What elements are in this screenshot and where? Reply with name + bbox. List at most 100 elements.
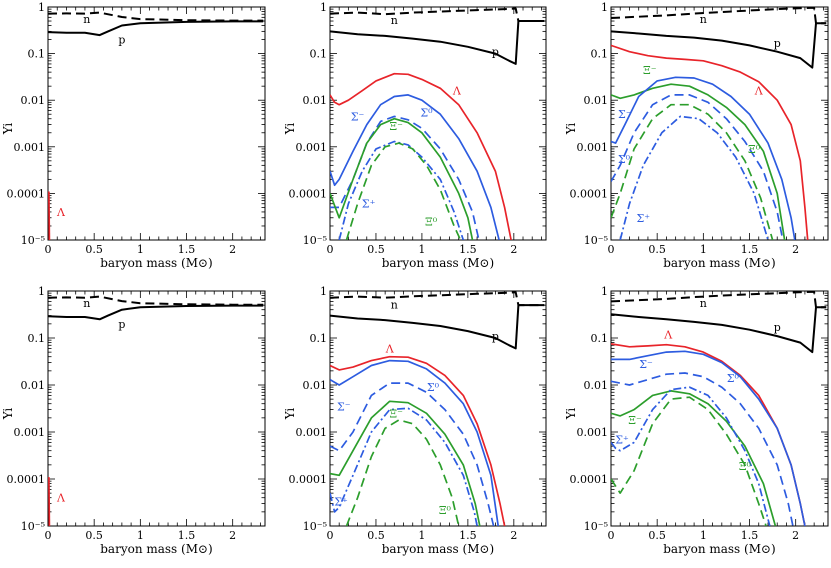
series-xi--line xyxy=(611,83,786,240)
x-tick-label: 0.5 xyxy=(648,529,666,542)
series-lambda-line xyxy=(330,72,512,240)
y-axis-label: Yi xyxy=(283,123,297,136)
series-lambda-line xyxy=(611,343,806,526)
x-tick-label: 0.5 xyxy=(367,529,385,542)
y-tick-label: 0.001 xyxy=(577,141,609,154)
series-xi0-label: Ξ⁰ xyxy=(739,460,752,473)
series-xi0-line xyxy=(611,396,767,526)
y-tick-label: 10⁻⁵ xyxy=(303,234,327,247)
y-tick-label: 0.1 xyxy=(591,48,609,61)
plot-frame xyxy=(47,290,266,527)
y-tick-label: 0.0001 xyxy=(570,187,609,200)
series-p-label: p xyxy=(492,330,499,343)
series-sigma+-label: Σ⁺ xyxy=(334,496,348,509)
x-tick-label: 2 xyxy=(510,243,517,256)
series-sigma+-line xyxy=(619,115,769,240)
series-n-label: n xyxy=(83,297,90,310)
series-sigma--label: Σ⁻ xyxy=(351,110,365,123)
y-tick-label: 0.0001 xyxy=(570,473,609,486)
plot-frame xyxy=(329,290,547,527)
x-tick-label: 0.5 xyxy=(85,529,103,542)
series-sigma+-label: Σ⁺ xyxy=(615,433,629,446)
series-p-line xyxy=(330,304,545,350)
series-xi--label: Ξ⁻ xyxy=(389,407,403,420)
y-tick-label: 0.001 xyxy=(14,141,46,154)
y-tick-label: 0.01 xyxy=(303,379,328,392)
series-xi--line xyxy=(330,400,481,526)
y-tick-label: 0.001 xyxy=(577,426,609,439)
y-axis-label: Yi xyxy=(1,123,15,136)
series-group xyxy=(330,7,545,240)
y-tick-label: 0.1 xyxy=(28,48,46,61)
series-xi0-label: Ξ⁰ xyxy=(439,504,452,517)
y-tick-label: 0.01 xyxy=(303,94,328,107)
x-tick-label: 2 xyxy=(229,243,236,256)
x-tick-label: 0.5 xyxy=(648,243,666,256)
series-n-line xyxy=(48,295,264,306)
series-sigma--line xyxy=(611,76,796,240)
x-tick-label: 0 xyxy=(45,529,52,542)
y-tick-label: 1 xyxy=(38,285,45,298)
series-lambda-label: Λ xyxy=(754,85,764,98)
series-sigma0-line xyxy=(611,372,794,526)
x-tick-label: 1.5 xyxy=(741,243,759,256)
series-lambda-label: Λ xyxy=(385,342,395,355)
series-xi--line xyxy=(611,390,777,526)
x-tick-label: 1.5 xyxy=(459,243,477,256)
series-lambda-line xyxy=(330,355,506,526)
series-sigma+-line xyxy=(611,386,771,526)
series-group xyxy=(611,291,827,526)
x-axis-label: baryon mass (M⊙) xyxy=(663,542,776,556)
y-tick-label: 0.001 xyxy=(14,426,46,439)
y-tick-label: 0.0001 xyxy=(289,473,328,486)
x-tick-label: 1.5 xyxy=(741,529,759,542)
series-p-label: p xyxy=(118,318,125,331)
series-n-label: n xyxy=(700,297,707,310)
x-tick-label: 0 xyxy=(608,243,615,256)
x-tick-label: 0 xyxy=(45,243,52,256)
x-tick-label: 1 xyxy=(418,243,425,256)
x-tick-label: 1 xyxy=(700,529,707,542)
y-tick-label: 1 xyxy=(601,285,608,298)
x-tick-label: 1.5 xyxy=(459,529,477,542)
y-axis-label: Yi xyxy=(1,408,15,421)
y-tick-label: 0.01 xyxy=(584,379,609,392)
x-axis-label: baryon mass (M⊙) xyxy=(100,256,213,270)
y-tick-label: 0.0001 xyxy=(7,187,46,200)
series-lambda-label: Λ xyxy=(452,85,462,98)
series-group xyxy=(48,11,264,240)
series-sigma0-label: Σ⁰ xyxy=(727,372,740,385)
series-p-label: p xyxy=(118,34,125,47)
y-tick-label: 0.001 xyxy=(296,141,328,154)
series-sigma+-label: Σ⁺ xyxy=(362,198,376,211)
series-xi0-label: Ξ⁰ xyxy=(748,143,761,156)
series-lambda-label: Λ xyxy=(56,492,66,505)
y-tick-label: 0.1 xyxy=(310,332,328,345)
x-tick-label: 2 xyxy=(510,529,517,542)
x-tick-label: 1.5 xyxy=(178,243,196,256)
series-sigma0-line xyxy=(611,94,784,240)
y-tick-label: 0.1 xyxy=(28,332,46,345)
plot-frame xyxy=(610,6,829,241)
plot-frame xyxy=(610,290,829,527)
series-xi--label: Ξ⁻ xyxy=(643,64,657,77)
x-tick-label: 1 xyxy=(137,529,144,542)
series-p-label: p xyxy=(492,46,499,59)
series-xi--label: Ξ⁻ xyxy=(389,120,403,133)
y-tick-label: 0.01 xyxy=(21,94,46,107)
plot-frame xyxy=(329,6,547,241)
series-p-label: p xyxy=(774,321,781,334)
series-p-line xyxy=(611,22,827,69)
series-xi0-line xyxy=(345,142,462,240)
y-tick-label: 10⁻⁵ xyxy=(303,520,327,533)
series-n-line xyxy=(611,7,827,25)
y-tick-label: 0.1 xyxy=(310,48,328,61)
series-n-label: n xyxy=(391,14,398,27)
x-tick-label: 1 xyxy=(137,243,144,256)
x-axis-label: baryon mass (M⊙) xyxy=(663,256,776,270)
series-sigma+-line xyxy=(338,140,465,240)
